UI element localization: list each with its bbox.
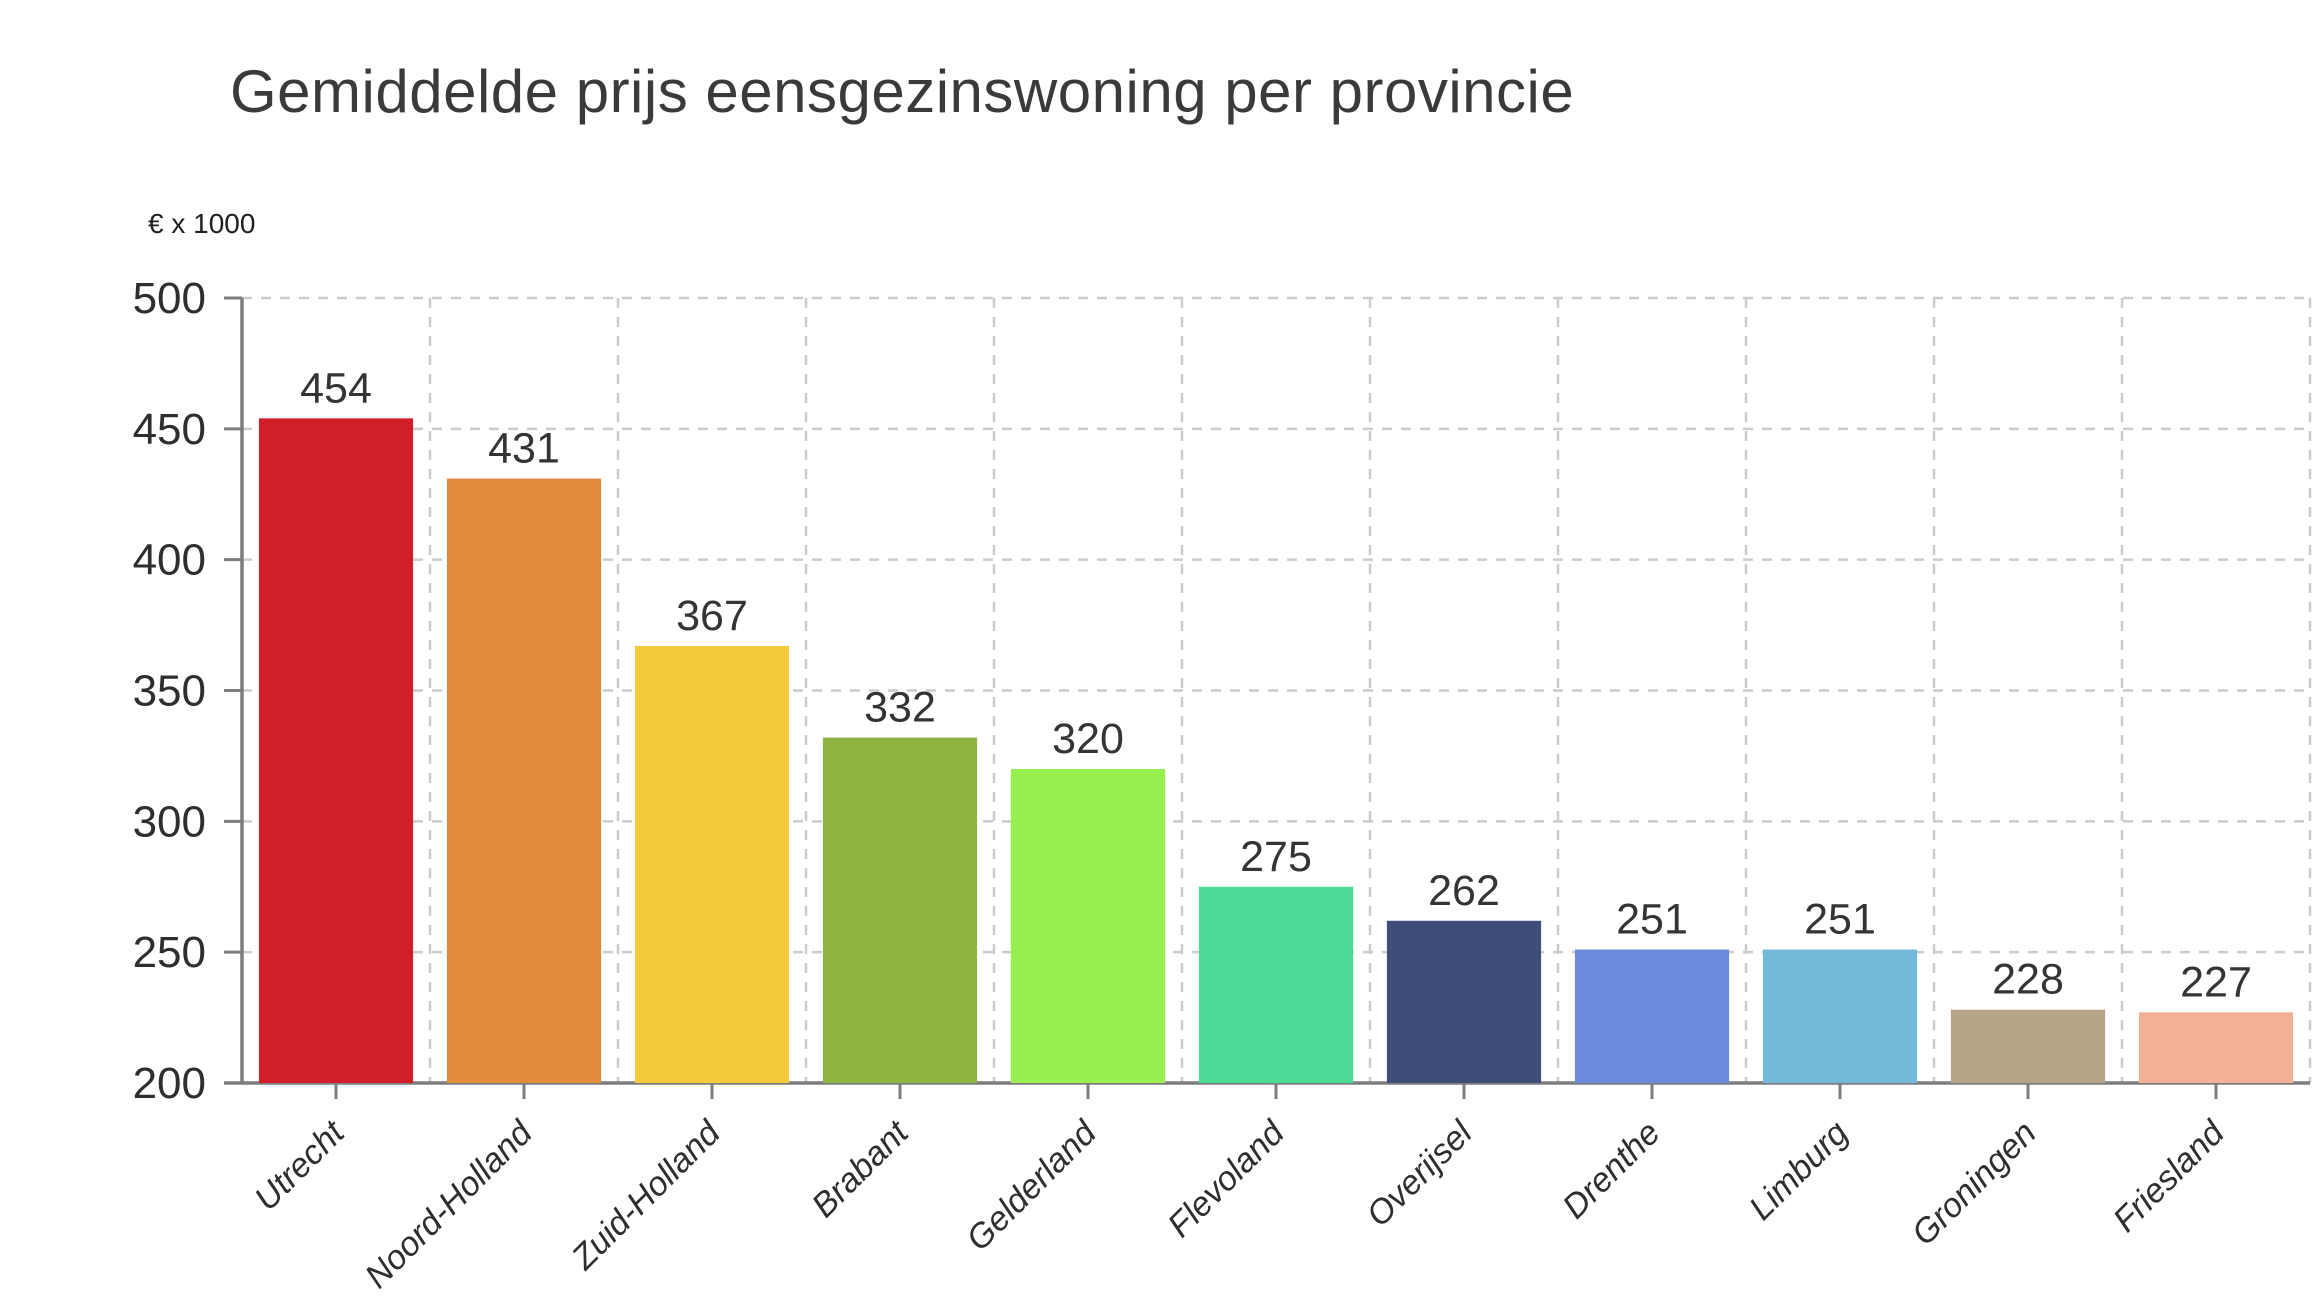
x-axis-label-zuid-holland: Zuid-Holland [564,1113,729,1278]
bar-limburg [1762,949,1918,1083]
x-axis-label-flevoland: Flevoland [1161,1113,1293,1245]
y-tick-label: 350 [133,667,206,716]
bar-overijsel [1386,920,1542,1083]
bar-friesland [2138,1012,2294,1083]
bar-utrecht [258,418,414,1083]
bar-drenthe [1574,949,1730,1083]
bar-value-label-groningen: 228 [1992,956,2064,1004]
x-axis-label-utrecht: Utrecht [247,1113,352,1218]
x-axis-label-noord-holland: Noord-Holland [358,1113,541,1296]
bar-value-label-friesland: 227 [2180,958,2252,1006]
bar-value-label-noord-holland: 431 [488,425,560,473]
bar-zuid-holland [634,646,790,1083]
bar-groningen [1950,1009,2106,1083]
x-axis-label-friesland: Friesland [2106,1113,2233,1240]
bar-gelderland [1010,769,1166,1083]
bar-brabant [822,737,978,1083]
bar-value-label-utrecht: 454 [300,364,372,412]
y-tick-label: 450 [133,405,206,454]
x-axis-label-gelderland: Gelderland [959,1113,1104,1258]
y-axis-unit-label: € x 1000 [148,208,255,239]
bar-noord-holland [446,478,602,1083]
bar-value-label-drenthe: 251 [1616,896,1688,944]
y-tick-label: 500 [133,274,206,323]
y-tick-label: 200 [133,1059,206,1108]
x-axis-label-overijsel: Overijsel [1359,1113,1480,1234]
bar-flevoland [1198,886,1354,1083]
x-axis-label-drenthe: Drenthe [1555,1114,1667,1226]
x-axis-label-groningen: Groningen [1905,1114,2044,1253]
bars [258,418,2294,1083]
bar-value-label-zuid-holland: 367 [676,592,748,640]
y-tick-label: 300 [133,797,206,846]
x-axis-label-limburg: Limburg [1742,1114,1856,1228]
y-tick-label: 250 [133,928,206,977]
bar-value-label-flevoland: 275 [1240,833,1312,881]
bar-value-label-overijsel: 262 [1428,867,1500,915]
bar-value-label-brabant: 332 [864,684,936,732]
x-axis-label-brabant: Brabant [805,1113,917,1225]
bar-value-label-limburg: 251 [1804,896,1876,944]
y-tick-label: 400 [133,536,206,585]
chart-title: Gemiddelde prijs eensgezinswoning per pr… [230,58,1574,125]
bar-value-label-gelderland: 320 [1052,715,1124,763]
